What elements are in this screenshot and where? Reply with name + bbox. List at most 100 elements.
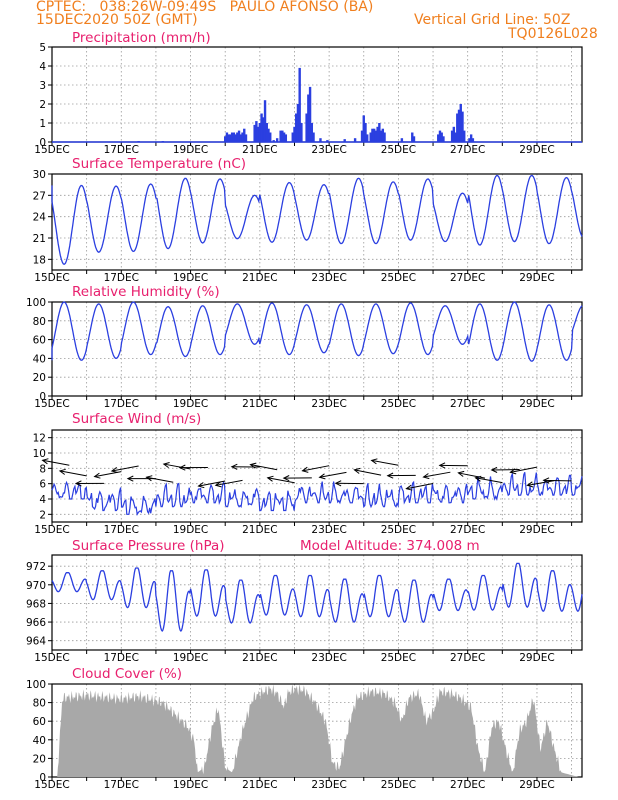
wind-arrow-head [509, 468, 517, 475]
x-tick-label: 27DEC [450, 524, 485, 536]
y-tick-label: 2 [39, 509, 46, 521]
precip-bar [300, 123, 303, 142]
x-tick-label: 15DEC [34, 144, 69, 156]
wind-arrow-head [282, 475, 290, 482]
precip-bar [374, 130, 378, 142]
x-tick-label: 23DEC [311, 779, 346, 791]
x-tick-label: 19DEC [173, 779, 208, 791]
y-tick-label: 80 [33, 316, 46, 328]
y-tick-label: 0 [39, 137, 46, 149]
x-tick-label: 17DEC [104, 524, 139, 536]
x-tick-label: 27DEC [450, 779, 485, 791]
y-tick-label: 8 [39, 463, 46, 475]
x-tick-label: 15DEC [34, 272, 69, 284]
header-gridline: Vertical Grid Line: 50Z [414, 12, 571, 28]
precip-bar [263, 100, 267, 142]
x-tick-label: 29DEC [519, 652, 554, 664]
precip-bar [312, 132, 315, 142]
precip-bar [452, 126, 456, 142]
precip-bar [256, 126, 260, 142]
x-tick-label: 25DEC [381, 524, 416, 536]
precip-bar [284, 134, 288, 142]
precip-bar [450, 130, 454, 142]
wind-arrow-head [301, 466, 309, 473]
x-tick-label: 29DEC [519, 272, 554, 284]
wind-arrow-head [334, 480, 342, 487]
precip-bar [253, 124, 256, 142]
x-tick-label: 27DEC [450, 652, 485, 664]
wind-arrow [527, 480, 555, 486]
precip-bar [272, 140, 275, 142]
precip-bar [362, 115, 365, 142]
y-tick-label: 21 [33, 233, 46, 245]
wind-arrow-head [438, 462, 446, 469]
y-tick-label: 4 [39, 61, 46, 73]
precip-bar [275, 138, 279, 142]
wind-arrow [215, 479, 243, 486]
precip-bar [269, 132, 272, 142]
precip-bar [471, 138, 475, 142]
x-tick-label: 29DEC [519, 524, 554, 536]
x-tick-label: 17DEC [104, 144, 139, 156]
wind-arrow [42, 459, 70, 466]
precip-bar [461, 111, 464, 142]
wind-arrow-head [249, 462, 257, 469]
y-tick-label: 968 [26, 598, 46, 610]
precip-bar [456, 113, 459, 142]
precip-bar [459, 104, 462, 142]
wind-arrow [198, 480, 226, 487]
wind-arrow [406, 483, 434, 490]
x-tick-label: 25DEC [381, 652, 416, 664]
x-tick-label: 17DEC [104, 272, 139, 284]
x-tick-label: 23DEC [311, 652, 346, 664]
x-tick-label: 19DEC [173, 652, 208, 664]
precip-bar [412, 136, 416, 142]
y-tick-label: 970 [26, 580, 46, 592]
wind-arrow-head [126, 475, 134, 482]
wind-arrow [354, 469, 382, 476]
x-tick-label: 21DEC [242, 398, 277, 410]
precip-bar [369, 132, 372, 142]
precip-bar [307, 94, 310, 142]
wind-arrow [267, 477, 295, 484]
x-tick-label: 15DEC [34, 652, 69, 664]
y-tick-label: 3 [39, 80, 46, 92]
wind-arrow [423, 471, 451, 478]
panel-title: Cloud Cover (%) [72, 666, 182, 682]
precip-bar [437, 134, 440, 142]
x-tick-label: 29DEC [519, 144, 554, 156]
wind-arrow-head [178, 464, 186, 471]
y-tick-label: 60 [33, 335, 46, 347]
panel-title: Surface Wind (m/s) [72, 411, 201, 427]
precip-bar [267, 128, 270, 142]
panel-frame [51, 173, 583, 271]
precip-bar [229, 134, 232, 142]
wind-arrow [163, 463, 191, 470]
y-tick-label: 60 [33, 716, 46, 728]
y-tick-label: 966 [26, 617, 46, 629]
x-tick-label: 25DEC [381, 272, 416, 284]
precip-bar [438, 130, 442, 142]
y-tick-label: 972 [26, 561, 46, 573]
x-tick-label: 21DEC [242, 779, 277, 791]
precip-bar [243, 128, 246, 142]
precip-bar [225, 132, 229, 142]
precip-bar [468, 138, 471, 142]
panel-title: Precipitation (mm/h) [72, 30, 211, 46]
y-tick-label: 0 [39, 391, 46, 403]
x-tick-label: 17DEC [104, 398, 139, 410]
precip-bar [360, 130, 364, 142]
precip-bar [282, 132, 286, 142]
precip-bar [469, 134, 473, 142]
header-model: TQ0126L028 [508, 26, 598, 42]
x-tick-label: 21DEC [242, 272, 277, 284]
precip-bar [319, 138, 322, 142]
wind-arrow-head [214, 481, 222, 488]
precip-bar [457, 109, 461, 142]
y-tick-label: 80 [33, 698, 46, 710]
wind-arrow [111, 465, 139, 472]
precip-bar [411, 132, 414, 142]
precip-bar [291, 132, 294, 142]
y-tick-label: 5 [39, 42, 46, 54]
x-tick-label: 27DEC [450, 398, 485, 410]
